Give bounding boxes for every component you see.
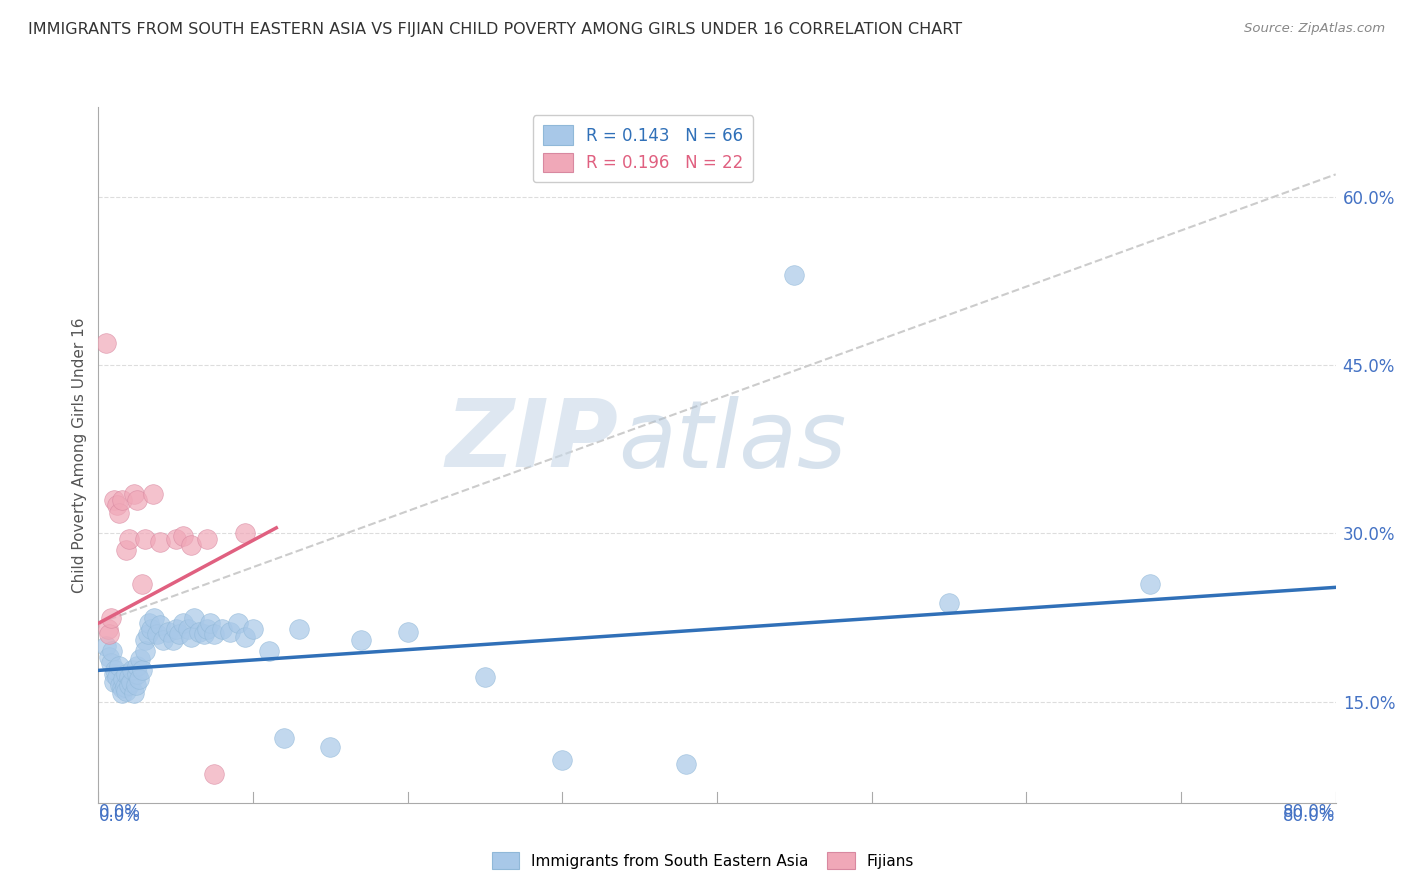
Point bbox=[783, 268, 806, 283]
Point bbox=[131, 577, 153, 591]
Point bbox=[162, 633, 184, 648]
Point bbox=[180, 630, 202, 644]
Legend: R = 0.143   N = 66, R = 0.196   N = 22: R = 0.143 N = 66, R = 0.196 N = 22 bbox=[533, 115, 754, 182]
Point bbox=[98, 627, 121, 641]
Point bbox=[183, 610, 205, 624]
Point bbox=[288, 622, 311, 636]
Point bbox=[138, 616, 160, 631]
Y-axis label: Child Poverty Among Girls Under 16: Child Poverty Among Girls Under 16 bbox=[72, 318, 87, 592]
Point bbox=[157, 625, 180, 640]
Point bbox=[226, 616, 249, 631]
Point bbox=[103, 674, 125, 689]
Point bbox=[1139, 577, 1161, 591]
Point bbox=[177, 622, 200, 636]
Point bbox=[115, 666, 138, 681]
Point bbox=[121, 664, 143, 678]
Point bbox=[103, 492, 125, 507]
Point bbox=[127, 659, 149, 673]
Point bbox=[149, 618, 172, 632]
Point bbox=[111, 681, 134, 696]
Point bbox=[127, 492, 149, 507]
Point bbox=[134, 532, 156, 546]
Point bbox=[120, 674, 142, 689]
Point bbox=[198, 616, 221, 631]
Point bbox=[114, 680, 136, 694]
Point bbox=[180, 538, 202, 552]
Text: Source: ZipAtlas.com: Source: ZipAtlas.com bbox=[1244, 22, 1385, 36]
Point bbox=[319, 739, 342, 754]
Point bbox=[134, 633, 156, 648]
Point bbox=[115, 683, 138, 698]
Point bbox=[235, 526, 257, 541]
Point bbox=[173, 616, 195, 631]
Point bbox=[118, 678, 141, 692]
Point bbox=[115, 543, 138, 558]
Point bbox=[131, 664, 153, 678]
Point bbox=[139, 622, 162, 636]
Point bbox=[107, 506, 129, 520]
Text: ZIP: ZIP bbox=[446, 395, 619, 487]
Point bbox=[938, 596, 960, 610]
Point bbox=[128, 673, 150, 687]
Point bbox=[146, 627, 169, 641]
Point bbox=[101, 644, 124, 658]
Point bbox=[108, 678, 131, 692]
Point bbox=[97, 622, 120, 636]
Point bbox=[551, 753, 574, 767]
Point bbox=[127, 666, 149, 681]
Point bbox=[104, 664, 127, 678]
Point bbox=[396, 625, 419, 640]
Point bbox=[134, 644, 156, 658]
Point bbox=[204, 627, 226, 641]
Point bbox=[118, 670, 141, 684]
Point bbox=[136, 627, 159, 641]
Point bbox=[188, 625, 211, 640]
Point bbox=[98, 649, 121, 664]
Point bbox=[105, 670, 128, 684]
Point bbox=[142, 487, 165, 501]
Point bbox=[103, 666, 125, 681]
Point bbox=[193, 627, 215, 641]
Point bbox=[167, 627, 190, 641]
Text: IMMIGRANTS FROM SOUTH EASTERN ASIA VS FIJIAN CHILD POVERTY AMONG GIRLS UNDER 16 : IMMIGRANTS FROM SOUTH EASTERN ASIA VS FI… bbox=[28, 22, 962, 37]
Point bbox=[96, 639, 118, 653]
Point bbox=[122, 487, 145, 501]
Point bbox=[675, 756, 697, 771]
Point bbox=[107, 659, 129, 673]
Point bbox=[195, 622, 218, 636]
Point bbox=[350, 633, 373, 648]
Point bbox=[165, 532, 187, 546]
Point bbox=[100, 656, 122, 670]
Point bbox=[129, 652, 152, 666]
Point bbox=[211, 622, 233, 636]
Point bbox=[204, 766, 226, 780]
Point bbox=[105, 499, 128, 513]
Text: 0.0%: 0.0% bbox=[98, 803, 141, 821]
Point bbox=[195, 532, 218, 546]
Point bbox=[219, 625, 242, 640]
Point bbox=[257, 644, 280, 658]
Point bbox=[112, 673, 135, 687]
Point bbox=[173, 529, 195, 543]
Point bbox=[474, 670, 496, 684]
Legend: Immigrants from South Eastern Asia, Fijians: Immigrants from South Eastern Asia, Fiji… bbox=[485, 846, 921, 875]
Point bbox=[111, 686, 134, 700]
Text: 80.0%: 80.0% bbox=[1284, 807, 1336, 825]
Point bbox=[118, 532, 141, 546]
Point bbox=[122, 686, 145, 700]
Point bbox=[152, 633, 174, 648]
Text: atlas: atlas bbox=[619, 395, 846, 486]
Point bbox=[96, 335, 118, 350]
Point bbox=[242, 622, 264, 636]
Point bbox=[149, 535, 172, 549]
Point bbox=[235, 630, 257, 644]
Point bbox=[111, 492, 134, 507]
Text: 80.0%: 80.0% bbox=[1284, 803, 1336, 821]
Point bbox=[100, 610, 122, 624]
Text: 0.0%: 0.0% bbox=[98, 807, 141, 825]
Point bbox=[273, 731, 295, 745]
Point bbox=[165, 622, 187, 636]
Point bbox=[124, 678, 146, 692]
Point bbox=[143, 610, 166, 624]
